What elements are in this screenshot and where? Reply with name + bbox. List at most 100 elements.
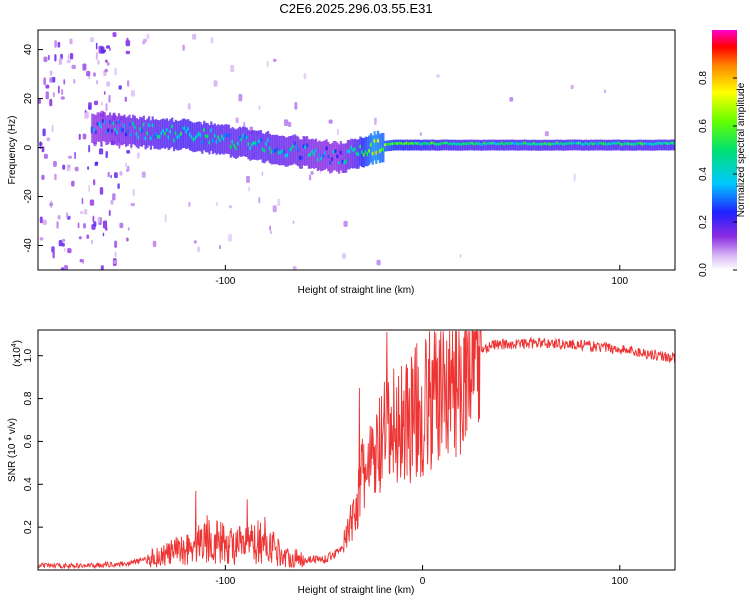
spectrogram-noise-cell [93, 72, 96, 77]
snr-y-tick-label: 1.0 [23, 348, 34, 362]
spectrogram-y-tick-label: 20 [23, 93, 34, 105]
spectrogram-noise-cell [419, 132, 422, 136]
spectrogram-ridge-halo [345, 143, 348, 173]
spectrogram-noise-cell [90, 37, 95, 43]
spectrogram-ridge-halo [338, 144, 341, 174]
spectrogram-ridge-halo [657, 139, 660, 151]
spectrogram-noise-cell [74, 166, 79, 172]
spectrogram-ridge-cell [492, 141, 495, 145]
spectrogram-noise-cell [509, 97, 514, 102]
spectrogram-ridge-halo [192, 122, 195, 153]
spectrogram-noise-cell [84, 111, 89, 119]
spectrogram-ridge-halo [444, 139, 447, 151]
spectrogram-ridge-halo [302, 136, 305, 166]
spectrogram-ridge-halo [240, 127, 243, 157]
spectrogram-ridge-halo [265, 132, 268, 162]
spectrogram-noise-cell [95, 52, 98, 60]
spectrogram-ridge-halo [242, 126, 245, 156]
chart-title: C2E6.2025.296.03.55.E31 [279, 1, 432, 16]
spectrogram-noise-cell [69, 38, 73, 45]
spectrogram-noise-cell [126, 237, 129, 242]
spectrogram-ridge-halo [291, 135, 294, 165]
spectrogram-noise-cell [67, 248, 72, 254]
spectrogram-noise-cell [89, 199, 95, 206]
spectrogram-noise-cell [64, 247, 66, 252]
spectrogram-noise-cell [98, 148, 104, 155]
spectrogram-noise-cell [126, 37, 129, 44]
spectrogram-noise-cell [93, 179, 96, 186]
spectrogram-ridge-halo [252, 130, 255, 160]
spectrogram-noise-cell [87, 166, 90, 170]
spectrogram-ridge-cell [421, 142, 424, 146]
spectrogram-ridge-halo [666, 139, 669, 151]
spectrogram-noise-cell [310, 171, 314, 175]
spectrogram-ridge-cell [176, 135, 179, 140]
spectrogram-ridge-halo [645, 139, 648, 151]
spectrogram-ridge-halo [598, 139, 602, 151]
spectrogram-noise-cell [54, 173, 57, 181]
spectrogram-ridge-halo [284, 137, 287, 167]
spectrogram-ridge-cell [495, 142, 499, 146]
spectrogram-ridge-halo [123, 114, 126, 145]
spectrogram-ridge-halo [515, 139, 518, 151]
spectrogram-ridge-halo [590, 139, 593, 151]
spectrogram-ridge-halo [414, 139, 417, 151]
spectrogram-ridge-halo [662, 139, 665, 151]
snr-x-tick-label: 0 [420, 576, 426, 587]
spectrogram-noise-cell [570, 84, 574, 90]
spectrogram-ridge-halo [128, 114, 131, 145]
spectrogram-x-tick-label: 100 [611, 276, 628, 287]
spectrogram-noise-cell [43, 77, 46, 86]
spectrogram-noise-cell [58, 57, 62, 65]
spectrogram-ridge-cell [291, 144, 295, 149]
spectrogram-ridge-cell [488, 142, 492, 145]
spectrogram-ridge-halo [398, 139, 401, 151]
spectrogram-ridge-halo [185, 119, 188, 150]
spectrogram-noise-cell [93, 221, 97, 227]
spectrogram-ridge-halo [139, 116, 142, 147]
spectrogram-noise-cell [258, 105, 261, 110]
spectrogram-ridge-cell [314, 148, 318, 153]
snr-y-tick-label: 0.6 [23, 434, 34, 448]
spectrogram-ridge-halo [396, 139, 399, 151]
spectrogram-ridge-halo [267, 131, 270, 161]
spectrogram-panel: -100 100 -40 -20 0 20 40 Height of straight l… [7, 29, 676, 296]
spectrogram-noise-cell [269, 225, 271, 231]
spectrogram-ridge-halo [352, 139, 355, 169]
spectrogram-ridge-halo [259, 130, 263, 160]
spectrogram-ridge-cell [263, 148, 266, 153]
spectrogram-noise-cell [45, 84, 50, 89]
spectrogram-ridge-halo [371, 135, 374, 165]
spectrogram-noise-cell [57, 215, 61, 220]
spectrogram-ridge-cell [378, 149, 382, 154]
spectrogram-ridge-halo [105, 115, 108, 145]
spectrogram-ridge-halo [314, 138, 318, 168]
spectrogram-noise-cell [119, 171, 123, 176]
spectrogram-ridge-halo [572, 139, 575, 151]
spectrogram-noise-cell [51, 76, 56, 83]
snr-y-label: SNR (10 * v/v) [7, 418, 18, 482]
spectrogram-ridge-halo [332, 141, 335, 171]
spectrogram-noise-cell [99, 187, 104, 195]
spectrogram-noise-cell [141, 171, 146, 178]
spectrogram-noise-cell [104, 68, 108, 73]
spectrogram-ridge-halo [286, 137, 289, 167]
spectrogram-noise-cell [78, 236, 82, 240]
colorbar: 0.0 0.2 0.4 0.6 0.8 Normalized spectral ampl… [698, 30, 747, 277]
snr-plot-area [38, 330, 675, 570]
spectrogram-noise-cell [110, 199, 114, 205]
spectrogram-noise-cell [109, 47, 111, 51]
spectrogram-ridge-cell [389, 142, 392, 146]
spectrogram-noise-cell [62, 164, 66, 170]
spectrogram-y-tick-label: -40 [23, 238, 34, 253]
spectrogram-noise-cell [83, 209, 88, 215]
spectrogram-ridge-halo [142, 115, 145, 146]
spectrogram-noise-cell [86, 70, 91, 77]
spectrogram-noise-cell [53, 160, 57, 167]
spectrogram-ridge-halo [133, 115, 136, 146]
spectrogram-ridge-halo [226, 124, 229, 154]
spectrogram-ridge-halo [504, 139, 507, 151]
spectrogram-noise-cell [66, 164, 71, 172]
spectrogram-ridge-cell [469, 141, 472, 145]
spectrogram-noise-cell [374, 117, 377, 125]
